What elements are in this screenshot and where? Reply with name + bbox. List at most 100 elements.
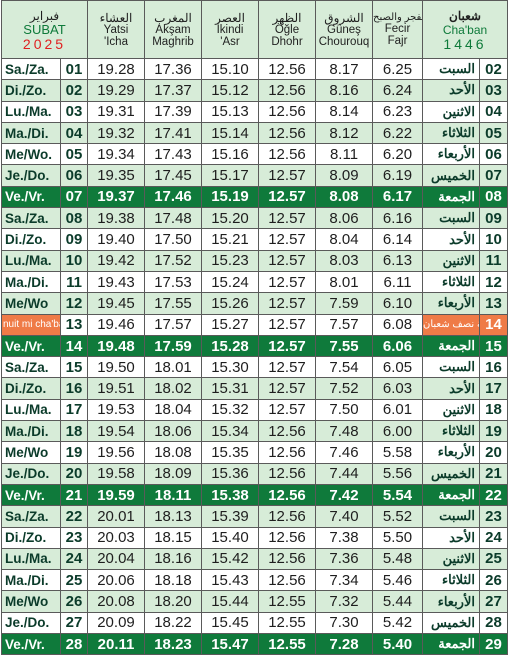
gregorian-weekday: Ve./Vr.: [1, 483, 61, 507]
table-row: Lu./Ma. 03 19.31 17.39 15.13 12.56 8.14 6.23 الا…: [1, 100, 508, 123]
sunrise-time: 7.52: [315, 377, 373, 400]
fajr-time: 6.20: [372, 143, 423, 166]
fajr-time: 5.42: [372, 611, 423, 635]
hijri-day-number: 26: [478, 569, 508, 592]
hijri-day-number: 20: [478, 441, 508, 464]
fajr-time: 6.22: [372, 121, 423, 145]
gregorian-day-number: 03: [60, 100, 88, 123]
isha-time: 19.51: [87, 377, 145, 400]
fajr-time: 5.54: [372, 483, 423, 507]
hijri-weekday: الأحد: [422, 377, 480, 400]
gregorian-year: 2025: [22, 35, 67, 52]
sunrise-time: 7.40: [315, 505, 373, 528]
dhuhr-time: 12.57: [258, 207, 316, 230]
maghrib-time: 17.48: [144, 207, 202, 230]
table-row-friday: Ve./Vr. 28 20.11 18.23 15.47 12.55 7.28 5.40 الج…: [1, 633, 508, 655]
dhuhr-time: 12.57: [258, 164, 316, 187]
fajr-time: 6.14: [372, 228, 423, 251]
hijri-day-number: 13: [478, 292, 508, 315]
dhuhr-time: 12.56: [258, 441, 316, 464]
maghrib-time: 18.08: [144, 441, 202, 464]
gregorian-day-number: 19: [60, 441, 88, 464]
asr-time: 15.36: [201, 462, 259, 485]
hijri-weekday: الخميس: [422, 462, 480, 485]
table-row: Je./Do. 06 19.35 17.45 15.17 12.57 8.09 6.19 الخ…: [1, 164, 508, 187]
sunrise-time: 7.36: [315, 547, 373, 571]
sunrise-header-arabic: الشروق: [324, 10, 364, 25]
isha-time: 20.11: [87, 633, 145, 655]
hijri-day-number: 22: [478, 483, 508, 507]
asr-time: 15.43: [201, 569, 259, 592]
hijri-year: 1446: [443, 35, 487, 52]
gregorian-weekday: Sa./Za.: [1, 505, 61, 528]
hijri-month-header: شعبان Cha'ban 1446: [421, 0, 508, 59]
maghrib-header: المغرب Akşam Maghrib: [144, 0, 202, 59]
gregorian-weekday: Me/Wo.: [1, 143, 61, 166]
isha-time: 19.45: [87, 292, 145, 315]
isha-header-turkish: Yatsi: [103, 23, 129, 36]
fajr-header: الفجر والصبح Fecir Fajr: [372, 0, 423, 59]
isha-time: 19.35: [87, 164, 145, 187]
gregorian-weekday: Ma./Di.: [1, 121, 61, 145]
fajr-time: 6.24: [372, 79, 423, 102]
asr-time: 15.12: [201, 79, 259, 102]
gregorian-day-number: 15: [60, 356, 88, 379]
gregorian-weekday: Me/Wo: [1, 292, 61, 315]
maghrib-time: 18.13: [144, 505, 202, 528]
dhuhr-time: 12.55: [258, 611, 316, 635]
hijri-day-number: 12: [478, 270, 508, 294]
isha-time: 19.53: [87, 398, 145, 422]
hijri-day-number: 17: [478, 377, 508, 400]
dhuhr-time: 12.57: [258, 377, 316, 400]
table-row: Lu./Ma. 17 19.53 18.04 15.32 12.57 7.50 6.01 الا…: [1, 398, 508, 422]
dhuhr-time: 12.57: [258, 398, 316, 422]
hijri-day-number: 14: [478, 313, 508, 336]
asr-time: 15.28: [201, 334, 259, 358]
asr-time: 15.45: [201, 611, 259, 635]
sunrise-time: 7.46: [315, 441, 373, 464]
hijri-weekday: السبت: [422, 505, 480, 528]
fajr-time: 6.08: [372, 313, 423, 336]
maghrib-time: 18.20: [144, 590, 202, 613]
gregorian-day-number: 02: [60, 79, 88, 102]
gregorian-weekday: Je./Do.: [1, 462, 61, 485]
maghrib-time: 18.18: [144, 569, 202, 592]
gregorian-weekday: Sa./Za.: [1, 356, 61, 379]
asr-time: 15.21: [201, 228, 259, 251]
gregorian-weekday: Ve./Vr.: [1, 185, 61, 209]
hijri-weekday: الأربعاء: [422, 292, 480, 315]
table-row: Me/Wo 12 19.45 17.55 15.26 12.57 7.59 6.10 الأرب…: [1, 292, 508, 315]
sunrise-time: 7.38: [315, 526, 373, 549]
maghrib-time: 18.15: [144, 526, 202, 549]
sunrise-time: 8.12: [315, 121, 373, 145]
isha-time: 19.48: [87, 334, 145, 358]
table-row: Me/Wo 26 20.08 18.20 15.44 12.55 7.32 5.44 الأرب…: [1, 590, 508, 613]
gregorian-weekday: Ve./Vr.: [1, 633, 61, 655]
gregorian-weekday: Lu./Ma.: [1, 398, 61, 422]
hijri-weekday: الأحد: [422, 526, 480, 549]
asr-time: 15.39: [201, 505, 259, 528]
hijri-weekday: الثلاثاء: [422, 270, 480, 294]
isha-time: 20.06: [87, 569, 145, 592]
gregorian-day-number: 24: [60, 547, 88, 571]
fajr-header-french: Fajr: [387, 35, 408, 47]
table-row: Sa./Za. 22 20.01 18.13 15.39 12.56 7.40 5.52 الس…: [1, 505, 508, 528]
asr-time: 15.17: [201, 164, 259, 187]
gregorian-day-number: 28: [60, 633, 88, 655]
sunrise-time: 8.03: [315, 249, 373, 272]
hijri-month-name: Cha'ban: [442, 22, 488, 37]
hijri-day-number: 06: [478, 143, 508, 166]
table-row: Sa./Za. 15 19.50 18.01 15.30 12.57 7.54 6.05 الس…: [1, 356, 508, 379]
asr-time: 15.26: [201, 292, 259, 315]
isha-time: 19.37: [87, 185, 145, 209]
gregorian-day-number: 14: [60, 334, 88, 358]
sunrise-time: 8.17: [315, 57, 373, 81]
isha-time: 19.43: [87, 270, 145, 294]
table-row: Di./Zo. 23 20.03 18.15 15.40 12.56 7.38 5.50 الأ…: [1, 526, 508, 549]
hijri-weekday: الخميس: [422, 611, 480, 635]
dhuhr-time: 12.56: [258, 420, 316, 443]
dhuhr-time: 12.56: [258, 569, 316, 592]
hijri-day-number: 04: [478, 100, 508, 123]
fajr-time: 6.13: [372, 249, 423, 272]
gregorian-weekday: Ma./Di.: [1, 569, 61, 592]
